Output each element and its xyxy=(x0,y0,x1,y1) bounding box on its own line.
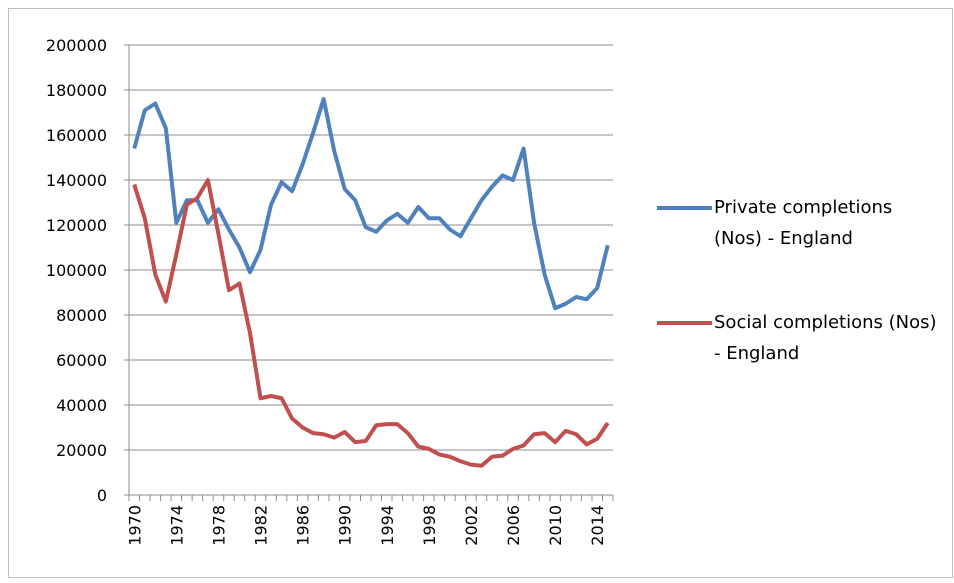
x-tick-label: 1970 xyxy=(125,505,144,546)
y-tick-label: 100000 xyxy=(46,261,107,280)
y-tick-label: 0 xyxy=(97,486,107,505)
y-tick-label: 60000 xyxy=(56,351,107,370)
x-tick-label: 1990 xyxy=(336,505,355,546)
y-tick-label: 180000 xyxy=(46,81,107,100)
y-tick-label: 120000 xyxy=(46,216,107,235)
y-tick-label: 200000 xyxy=(46,36,107,55)
y-tick-label: 40000 xyxy=(56,396,107,415)
x-tick-label: 2002 xyxy=(462,505,481,546)
series-line xyxy=(132,178,610,468)
x-tick-label: 1998 xyxy=(420,505,439,546)
legend-label: Social completions (Nos) - England xyxy=(714,312,937,364)
series-line xyxy=(132,97,610,311)
y-tick-label: 20000 xyxy=(56,441,107,460)
y-tick-label: 160000 xyxy=(46,126,107,145)
x-tick-label: 2010 xyxy=(546,505,565,546)
x-tick-label: 1994 xyxy=(378,505,397,546)
x-tick-label: 1986 xyxy=(294,505,313,546)
x-tick-label: 2006 xyxy=(504,505,523,546)
y-tick-label: 140000 xyxy=(46,171,107,190)
y-tick-label: 80000 xyxy=(56,306,107,325)
legend-label: Private completions (Nos) - England xyxy=(714,197,893,249)
x-tick-label: 1978 xyxy=(209,505,228,546)
chart-border xyxy=(8,8,953,578)
x-tick-label: 1974 xyxy=(167,505,186,546)
x-tick-label: 1982 xyxy=(252,505,271,546)
x-tick-label: 2014 xyxy=(588,505,607,546)
